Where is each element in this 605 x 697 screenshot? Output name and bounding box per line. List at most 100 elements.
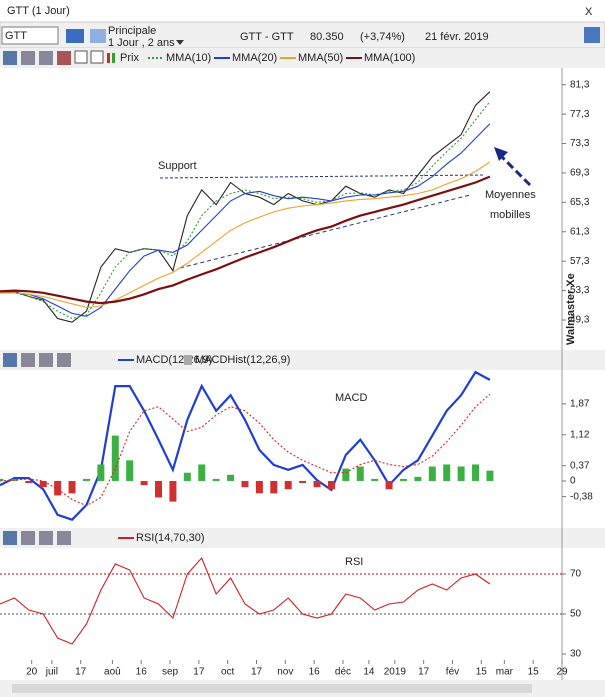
tool-icon[interactable] (39, 353, 53, 367)
title-bar (0, 0, 605, 22)
tool-icon[interactable] (90, 50, 104, 64)
histogram-bar (327, 480, 335, 490)
tool-icon[interactable] (39, 51, 53, 65)
candle-icon (107, 53, 110, 63)
tool-icon[interactable] (21, 51, 35, 65)
tool-icon[interactable] (21, 531, 35, 545)
x-tick-label: aoû (104, 667, 121, 678)
y-tick-label: 53,3 (570, 285, 590, 296)
y-tick-label: 49,3 (570, 315, 590, 326)
symbol-text: GTT (5, 30, 27, 42)
histogram-bar (428, 466, 436, 481)
x-tick-label: 17 (75, 667, 87, 678)
histogram-bar (183, 472, 191, 481)
legend-swatch (184, 355, 192, 365)
x-tick-label: 17 (193, 667, 205, 678)
rsi-header (0, 528, 605, 548)
histogram-bar (255, 480, 263, 494)
tool-icon[interactable] (57, 353, 71, 367)
annotation: MACD (335, 392, 367, 404)
histogram-bar (54, 480, 62, 496)
histogram-bar (371, 478, 379, 481)
y-tick-label: 69,3 (570, 168, 590, 179)
histogram-bar (241, 480, 249, 488)
histogram-bar (299, 480, 307, 484)
series-line (0, 175, 491, 305)
tool-icon[interactable] (3, 353, 17, 367)
layout-icon[interactable] (90, 29, 106, 43)
x-tick-label: 2019 (384, 667, 407, 678)
legend-label: MACD(12,26,9) (136, 354, 212, 366)
x-tick-label: 16 (309, 667, 321, 678)
y-tick-label: 1,87 (570, 398, 590, 409)
candle-icon (112, 53, 115, 63)
tool-icon[interactable] (74, 50, 88, 64)
histogram-bar (82, 478, 90, 481)
period[interactable]: 1 Jour , 2 ans (108, 37, 175, 49)
x-tick-label: déc (335, 667, 351, 678)
tool-icon[interactable] (57, 51, 71, 65)
y-tick-label: -0,38 (570, 491, 593, 502)
panel-icons (3, 353, 71, 545)
y-tick-label: 61,3 (570, 226, 590, 237)
y-tick-label: 73,3 (570, 138, 590, 149)
histogram-bar (39, 480, 47, 488)
series-line (0, 101, 491, 320)
histogram-bar (313, 480, 321, 488)
histogram-bar (111, 435, 119, 481)
histogram-bar (140, 480, 148, 486)
y-tick-label: 0,37 (570, 460, 590, 471)
histogram-bar (414, 476, 422, 481)
watermark: Walmaster Xe (565, 273, 577, 345)
y-tick-label: 50 (570, 609, 582, 620)
series-line (0, 393, 491, 507)
histogram-bar (198, 464, 206, 481)
histogram-bar (212, 478, 220, 481)
x-tick-label: mar (496, 667, 514, 678)
tool-icon[interactable] (21, 353, 35, 367)
x-tick-label: fév (446, 667, 459, 678)
legend-label: Prix (120, 52, 139, 64)
scroll-thumb[interactable] (12, 684, 532, 693)
histogram-bar (270, 480, 278, 494)
x-tick-label: 16 (136, 667, 148, 678)
x-tick-label: 17 (251, 667, 263, 678)
window-title: GTT (1 Jour) (7, 5, 70, 17)
macd-header (0, 350, 605, 370)
series-line (0, 91, 491, 323)
tool-icon[interactable] (39, 531, 53, 545)
tool-icon[interactable] (3, 51, 17, 65)
legend-label: MMA(20) (232, 52, 277, 64)
annotation: Moyennes (485, 189, 536, 201)
x-tick-label: 15 (476, 667, 488, 678)
x-tick-label: 20 (26, 667, 38, 678)
y-tick-label: 81,3 (570, 79, 590, 90)
tool-icon[interactable] (57, 531, 71, 545)
symbol-input[interactable] (1, 26, 59, 45)
series-line (0, 123, 491, 317)
tool-icon[interactable] (3, 531, 17, 545)
y-tick-label: 1,12 (570, 429, 590, 440)
settings-icon[interactable] (584, 27, 600, 43)
legend-label: MMA(50) (298, 52, 343, 64)
histogram-bar (227, 474, 235, 481)
layout-name[interactable]: Principale (108, 25, 156, 37)
close-button[interactable]: X (585, 6, 593, 18)
histogram-bar (385, 480, 393, 490)
histogram-bar (284, 480, 292, 490)
book-icon[interactable] (66, 29, 84, 43)
histogram-bar (25, 480, 33, 484)
legend-label: RSI(14,70,30) (136, 532, 204, 544)
quote-price: 80.350 (310, 31, 344, 43)
histogram-bar (97, 464, 105, 481)
y-tick-label: 30 (570, 649, 582, 660)
x-tick-label: 17 (418, 667, 430, 678)
histogram-bar (443, 464, 451, 481)
x-tick-label: oct (221, 667, 235, 678)
histogram-bar (486, 470, 494, 481)
y-tick-label: 0 (570, 476, 576, 487)
legend-label: MMA(10) (166, 52, 211, 64)
dropdown-arrow[interactable] (176, 40, 184, 45)
x-tick-label: juil (45, 667, 58, 678)
